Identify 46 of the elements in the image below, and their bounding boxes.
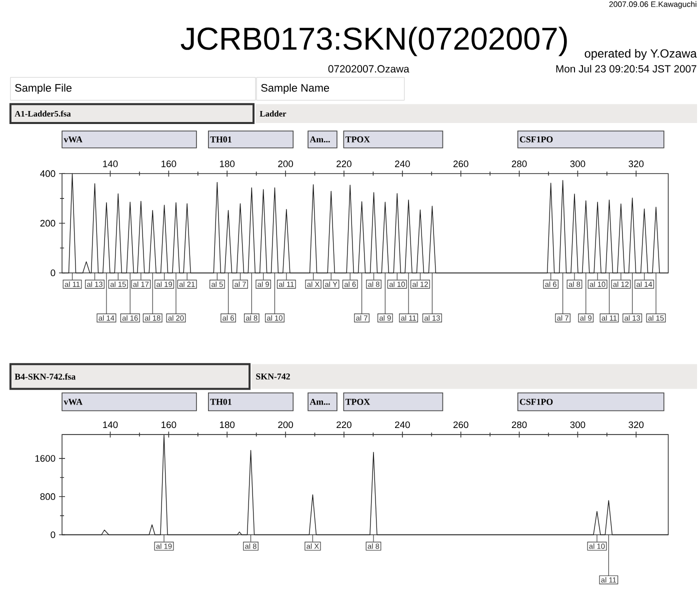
y-tick-label: 1600	[35, 454, 56, 462]
x-tick-label: 140	[103, 421, 118, 428]
x-tick-label: 240	[395, 421, 410, 428]
text: operated by Y.Ozawa	[584, 48, 697, 60]
x-tick-label: 260	[453, 160, 468, 168]
text: Mon Jul 23 09:20:54 JST 2007	[556, 64, 696, 72]
text: CSF1PO	[520, 398, 553, 405]
x-tick-label: 200	[278, 421, 294, 428]
x-tick-label: 180	[220, 421, 235, 428]
text: SKN-742	[256, 373, 290, 380]
x-tick-label: 160	[162, 421, 176, 428]
x-tick-label: 180	[220, 160, 235, 168]
text: 07202007.Ozawa	[328, 65, 410, 72]
x-tick-label: 300	[570, 421, 586, 428]
x-tick-label: 300	[570, 160, 586, 168]
x-tick-label: 240	[395, 160, 410, 168]
x-tick-label: 220	[336, 160, 352, 168]
text: vWA	[64, 136, 82, 142]
text: Sample Name	[261, 84, 330, 94]
x-tick-label: 140	[103, 160, 118, 168]
y-tick-label: 0	[50, 531, 56, 538]
x-tick-label: 280	[512, 421, 527, 428]
y-tick-label: 800	[40, 493, 56, 500]
text: TPOX	[346, 136, 370, 142]
x-tick-label: 220	[336, 421, 352, 428]
text: Sample File	[15, 84, 72, 94]
text: TH01	[210, 398, 232, 405]
y-tick-label: 200	[40, 220, 56, 226]
x-tick-label: 200	[278, 160, 294, 168]
x-tick-label: 160	[162, 160, 176, 168]
x-tick-label: 280	[512, 160, 527, 168]
chart-title: JCRB0173:SKN(07202007)	[180, 26, 567, 56]
text: vWA	[64, 398, 82, 405]
text: Ladder	[260, 110, 286, 116]
x-tick-label: 320	[628, 421, 644, 428]
x-tick-label: 260	[453, 421, 468, 428]
text: Am...	[310, 136, 330, 142]
text: Am...	[310, 398, 330, 405]
text: A1-Ladder5.fsa	[14, 110, 71, 116]
text: CSF1PO	[520, 136, 553, 142]
text: B4-SKN-742.fsa	[14, 373, 76, 380]
y-tick-label: 0	[50, 269, 56, 276]
text: TPOX	[346, 398, 370, 405]
y-tick-label: 400	[40, 170, 56, 177]
x-tick-label: 320	[628, 160, 644, 168]
text: TH01	[210, 136, 232, 142]
